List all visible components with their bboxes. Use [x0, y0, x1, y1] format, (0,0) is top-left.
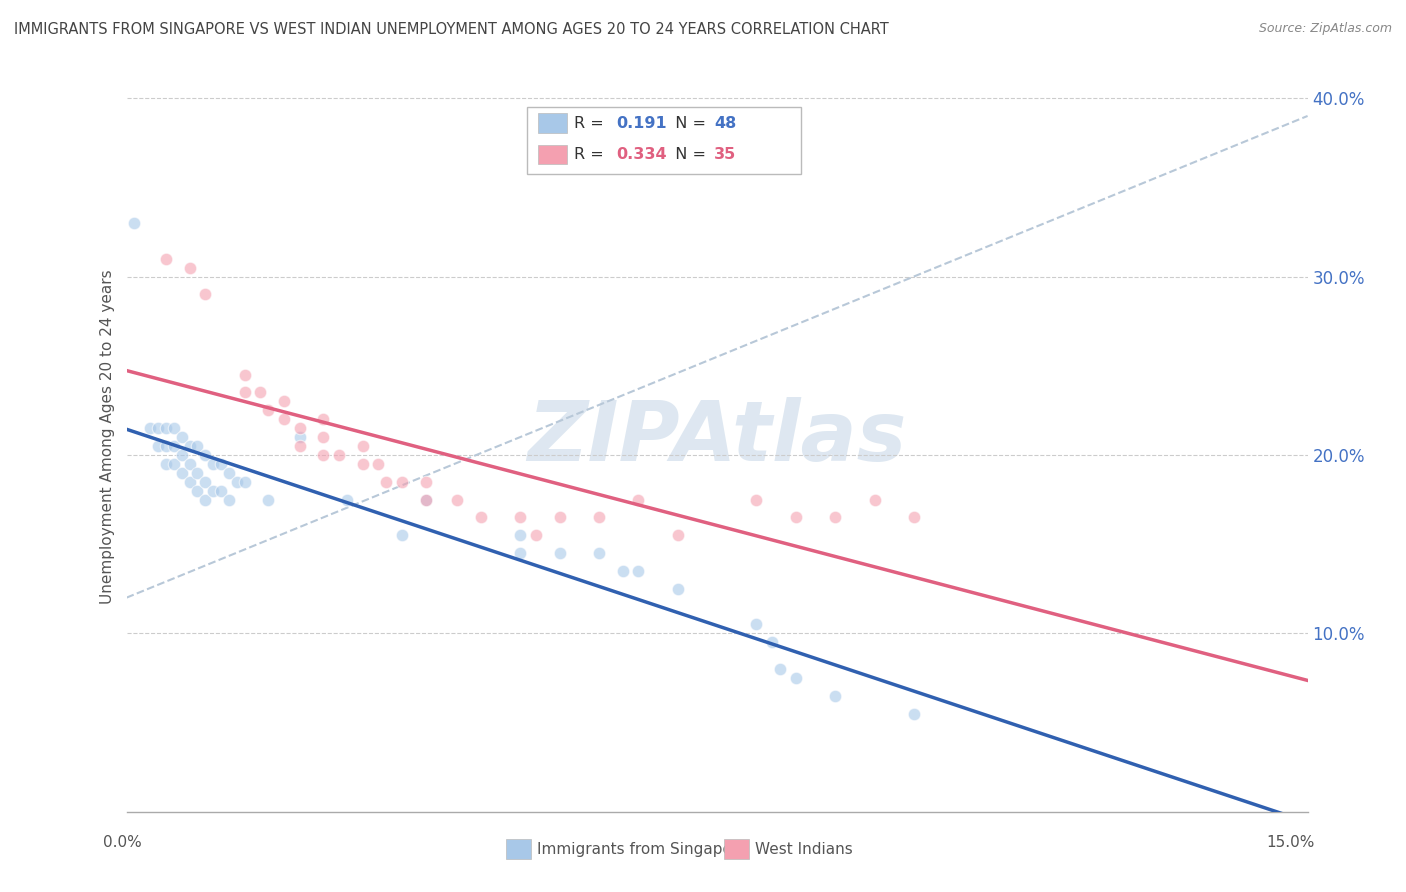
Text: N =: N =	[665, 116, 711, 130]
Point	[194, 475, 217, 489]
Text: R =: R =	[574, 116, 609, 130]
Point	[666, 582, 689, 596]
Point	[170, 466, 193, 480]
Point	[155, 421, 177, 435]
Point	[273, 394, 295, 409]
Point	[627, 492, 650, 507]
Point	[470, 510, 492, 524]
Point	[415, 475, 437, 489]
Text: IMMIGRANTS FROM SINGAPORE VS WEST INDIAN UNEMPLOYMENT AMONG AGES 20 TO 24 YEARS : IMMIGRANTS FROM SINGAPORE VS WEST INDIAN…	[14, 22, 889, 37]
Point	[548, 510, 571, 524]
Point	[179, 457, 201, 471]
Point	[524, 528, 547, 542]
Point	[155, 457, 177, 471]
Point	[785, 510, 807, 524]
Point	[761, 635, 783, 649]
Point	[186, 483, 208, 498]
Point	[588, 546, 610, 560]
Point	[903, 706, 925, 721]
Point	[415, 492, 437, 507]
Point	[391, 528, 413, 542]
Point	[170, 448, 193, 462]
Point	[352, 439, 374, 453]
Point	[249, 385, 271, 400]
Point	[666, 528, 689, 542]
Text: ZIPAtlas: ZIPAtlas	[527, 397, 907, 477]
Point	[186, 439, 208, 453]
Point	[328, 448, 350, 462]
Text: Source: ZipAtlas.com: Source: ZipAtlas.com	[1258, 22, 1392, 36]
Point	[186, 466, 208, 480]
Point	[336, 492, 359, 507]
Point	[202, 457, 225, 471]
Point	[233, 368, 256, 382]
Point	[194, 287, 217, 301]
Point	[288, 439, 311, 453]
Point	[155, 439, 177, 453]
Point	[257, 403, 280, 417]
Point	[218, 466, 240, 480]
Text: 0.334: 0.334	[616, 147, 666, 161]
Point	[745, 492, 768, 507]
Y-axis label: Unemployment Among Ages 20 to 24 years: Unemployment Among Ages 20 to 24 years	[100, 269, 115, 605]
Point	[146, 421, 169, 435]
Point	[225, 475, 247, 489]
Text: 0.0%: 0.0%	[103, 836, 142, 850]
Point	[163, 457, 186, 471]
Point	[288, 421, 311, 435]
Point	[179, 260, 201, 275]
Point	[375, 475, 398, 489]
Text: 15.0%: 15.0%	[1267, 836, 1315, 850]
Point	[612, 564, 634, 578]
Point	[509, 510, 531, 524]
Point	[863, 492, 886, 507]
Text: 0.191: 0.191	[616, 116, 666, 130]
Point	[352, 457, 374, 471]
Point	[155, 252, 177, 266]
Point	[745, 617, 768, 632]
Point	[233, 475, 256, 489]
Point	[194, 448, 217, 462]
Point	[312, 412, 335, 426]
Point	[194, 492, 217, 507]
Point	[548, 546, 571, 560]
Text: Immigrants from Singapore: Immigrants from Singapore	[537, 842, 748, 856]
Text: R =: R =	[574, 147, 609, 161]
Point	[903, 510, 925, 524]
Point	[179, 439, 201, 453]
Point	[509, 546, 531, 560]
Point	[824, 689, 846, 703]
Point	[202, 483, 225, 498]
Point	[163, 439, 186, 453]
Point	[146, 439, 169, 453]
Text: N =: N =	[665, 147, 711, 161]
Point	[588, 510, 610, 524]
Point	[218, 492, 240, 507]
Point	[139, 421, 162, 435]
Point	[769, 662, 792, 676]
Point	[312, 430, 335, 444]
Point	[209, 457, 232, 471]
Point	[288, 430, 311, 444]
Point	[446, 492, 468, 507]
Text: West Indians: West Indians	[755, 842, 853, 856]
Point	[179, 475, 201, 489]
Point	[170, 430, 193, 444]
Point	[391, 475, 413, 489]
Point	[824, 510, 846, 524]
Point	[209, 483, 232, 498]
Point	[785, 671, 807, 685]
Point	[312, 448, 335, 462]
Point	[367, 457, 389, 471]
Point	[415, 492, 437, 507]
Point	[163, 421, 186, 435]
Text: 35: 35	[714, 147, 737, 161]
Point	[509, 528, 531, 542]
Point	[257, 492, 280, 507]
Text: 48: 48	[714, 116, 737, 130]
Point	[124, 216, 146, 230]
Point	[233, 385, 256, 400]
Point	[627, 564, 650, 578]
Point	[273, 412, 295, 426]
